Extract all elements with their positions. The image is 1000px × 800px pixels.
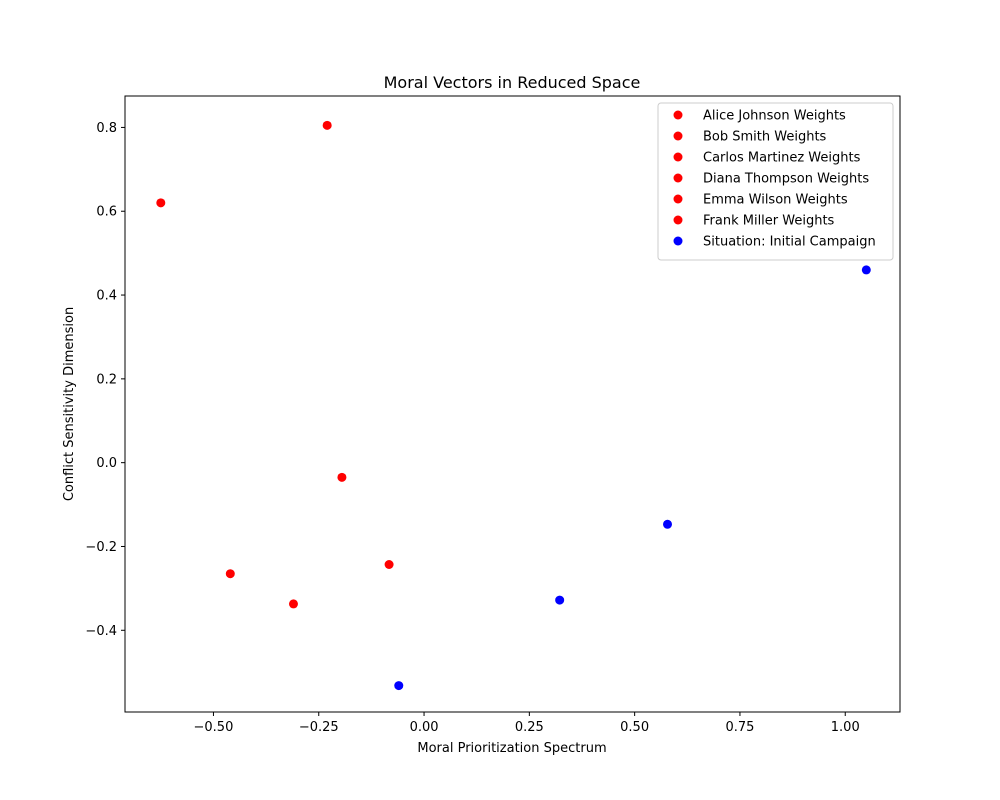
x-tick-label: −0.50 xyxy=(194,720,234,735)
legend-marker xyxy=(673,173,683,183)
x-tick-label: 1.00 xyxy=(831,720,860,735)
scatter-point xyxy=(555,595,565,605)
scatter-point xyxy=(861,265,871,275)
scatter-point xyxy=(156,198,166,208)
legend-marker xyxy=(673,236,683,246)
legend-entry-label: Frank Miller Weights xyxy=(703,214,835,229)
legend-marker xyxy=(673,215,683,225)
x-tick-label: 0.25 xyxy=(515,720,544,735)
scatter-point xyxy=(384,559,394,569)
y-tick-label: −0.2 xyxy=(85,540,117,555)
scatter-point xyxy=(225,569,235,579)
x-tick-label: −0.25 xyxy=(299,720,339,735)
x-tick-label: 0.75 xyxy=(725,720,754,735)
x-tick-label: 0.50 xyxy=(620,720,649,735)
scatter-point xyxy=(394,681,404,691)
legend-entry-label: Diana Thompson Weights xyxy=(703,172,869,187)
legend-marker xyxy=(673,194,683,204)
legend-entry-label: Emma Wilson Weights xyxy=(703,193,848,208)
y-tick-label: 0.2 xyxy=(96,372,117,387)
scatter-point xyxy=(337,472,347,482)
legend-box xyxy=(657,102,894,261)
legend-marker xyxy=(673,131,683,141)
y-tick-label: −0.4 xyxy=(85,624,117,639)
plot-area-frame xyxy=(124,95,901,713)
legend-marker xyxy=(673,110,683,120)
legend-entry-label: Alice Johnson Weights xyxy=(703,109,846,124)
y-tick-label: 0.8 xyxy=(96,121,117,136)
y-tick-label: 0.4 xyxy=(96,289,117,304)
legend-entry-label: Carlos Martinez Weights xyxy=(703,151,861,166)
legend-entry-label: Bob Smith Weights xyxy=(703,130,827,145)
scatter-point xyxy=(288,599,298,609)
legend-marker xyxy=(673,152,683,162)
legend: Alice Johnson Weights Bob Smith Weights Ca… xyxy=(657,102,894,261)
x-tick-label: 0.00 xyxy=(410,720,439,735)
points-layer xyxy=(156,120,871,691)
y-axis-label: Conflict Sensitivity Dimension xyxy=(62,307,77,501)
scatter-point xyxy=(322,120,332,130)
chart-title: Moral Vectors in Reduced Space xyxy=(384,73,641,92)
legend-entry-label: Situation: Initial Campaign xyxy=(703,235,876,250)
y-tick-label: 0.6 xyxy=(96,205,117,220)
scatter-point xyxy=(663,519,672,529)
y-tick-label: 0.0 xyxy=(96,456,117,471)
x-axis-label: Moral Prioritization Spectrum xyxy=(417,741,606,756)
ticks-layer: −0.50 −0.25 0.00 0.25 0.50 0.75 1.00 −0.4 −0.2 0.… xyxy=(85,121,859,735)
